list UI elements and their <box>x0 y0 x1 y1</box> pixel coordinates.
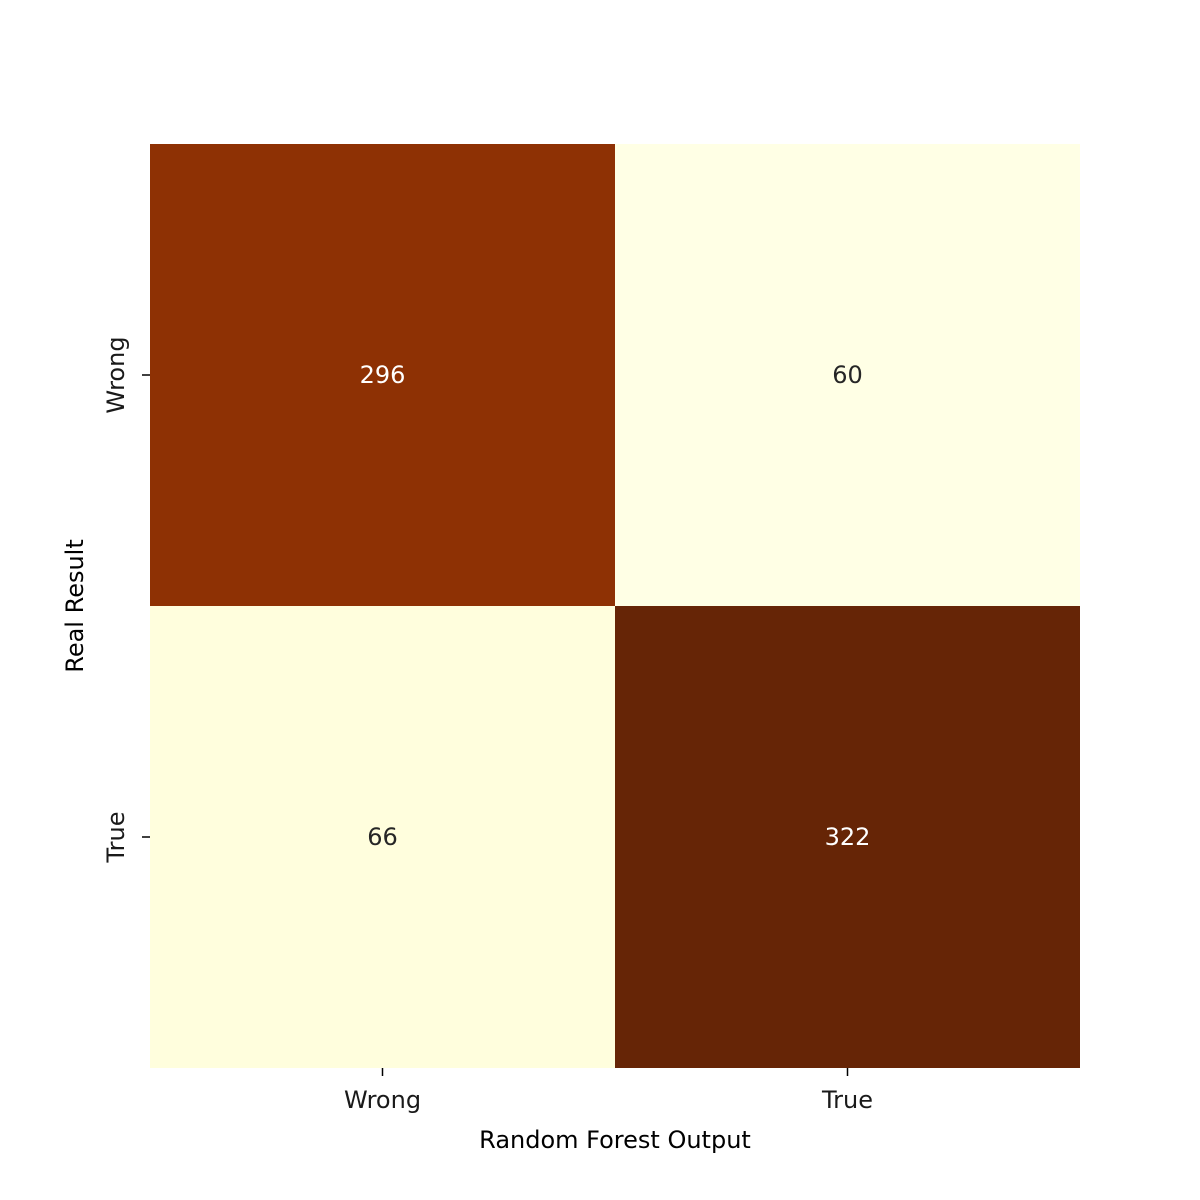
x-axis-label: Random Forest Output <box>479 1126 751 1154</box>
heatmap-cell <box>150 144 615 606</box>
heatmap-cells: 296 60 66 322 <box>150 144 1080 1068</box>
y-tick-label: True <box>102 812 130 864</box>
y-axis-ticks: Wrong True <box>102 336 150 863</box>
cell-value-label: 296 <box>360 361 406 389</box>
heatmap-cell <box>615 144 1080 606</box>
x-axis-ticks: Wrong True <box>344 1068 873 1114</box>
cell-value-label: 322 <box>825 823 871 851</box>
cell-value-label: 60 <box>832 361 863 389</box>
heatmap-cell <box>615 606 1080 1068</box>
x-tick-label: Wrong <box>344 1086 421 1114</box>
x-tick-label: True <box>821 1086 873 1114</box>
heatmap-cell <box>150 606 615 1068</box>
y-axis-label: Real Result <box>61 539 89 673</box>
y-tick-label: Wrong <box>102 336 130 413</box>
cell-value-label: 66 <box>367 823 398 851</box>
